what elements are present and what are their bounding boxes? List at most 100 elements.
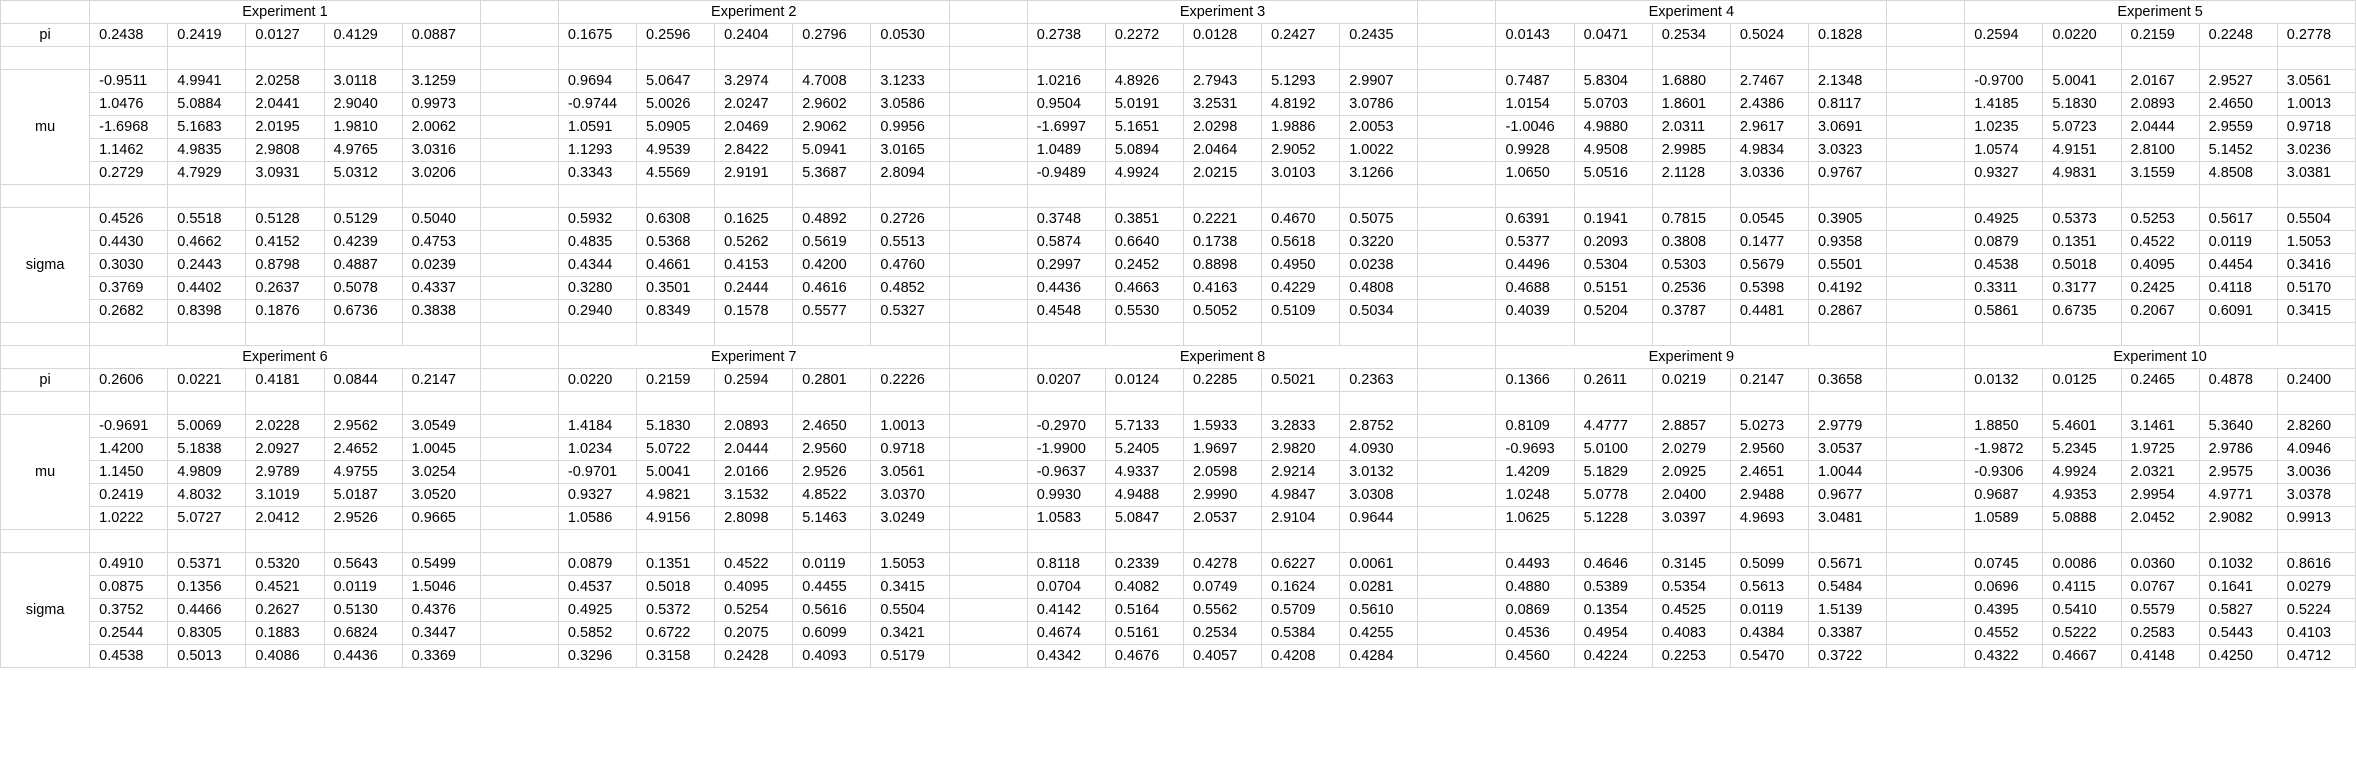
mu-value[interactable]: 2.8752 (1339, 414, 1419, 438)
mu-value[interactable]: 0.9677 (1807, 483, 1888, 507)
empty-cell[interactable] (0, 0, 91, 24)
mu-value[interactable]: 5.0727 (167, 506, 247, 530)
sigma-value[interactable]: 0.5827 (2198, 598, 2278, 622)
mu-value[interactable]: 3.1532 (714, 483, 794, 507)
mu-value[interactable]: 3.1559 (2120, 161, 2200, 185)
mu-value[interactable]: 5.0941 (792, 138, 872, 162)
mu-value[interactable]: 0.9327 (1964, 161, 2044, 185)
empty-cell[interactable] (2120, 529, 2200, 553)
empty-cell[interactable] (557, 184, 638, 208)
row-label-sigma[interactable]: sigma (0, 207, 91, 323)
empty-cell[interactable] (792, 391, 872, 415)
sigma-value[interactable]: 0.3311 (1964, 276, 2044, 300)
sigma-value[interactable]: 0.2583 (2120, 621, 2200, 645)
pi-value[interactable]: 0.4878 (2198, 368, 2278, 392)
sigma-value[interactable]: 0.0239 (401, 253, 481, 277)
sigma-value[interactable]: 0.4538 (1964, 253, 2044, 277)
empty-cell[interactable] (245, 46, 325, 70)
gap-cell[interactable] (1417, 230, 1497, 254)
row-label-sigma[interactable]: sigma (0, 552, 91, 668)
sigma-value[interactable]: 0.3296 (557, 644, 638, 668)
sigma-value[interactable]: 0.0281 (1339, 575, 1419, 599)
mu-value[interactable]: 2.9082 (2198, 506, 2278, 530)
gap-cell[interactable] (1417, 299, 1497, 323)
mu-value[interactable]: 1.0234 (557, 437, 638, 461)
gap-cell[interactable] (1886, 644, 1966, 668)
mu-value[interactable]: 2.9954 (2120, 483, 2200, 507)
pi-value[interactable]: 0.2248 (2198, 23, 2278, 47)
mu-value[interactable]: 3.0036 (2276, 460, 2356, 484)
mu-value[interactable]: 2.9560 (792, 437, 872, 461)
empty-cell[interactable] (948, 184, 1028, 208)
sigma-value[interactable]: 0.3369 (401, 644, 481, 668)
empty-cell[interactable] (167, 391, 247, 415)
mu-value[interactable]: 2.0166 (714, 460, 794, 484)
empty-cell[interactable] (714, 529, 794, 553)
sigma-value[interactable]: 0.5128 (245, 207, 325, 231)
sigma-value[interactable]: 0.5610 (1339, 598, 1419, 622)
mu-value[interactable]: 3.2531 (1182, 92, 1263, 116)
empty-cell[interactable] (1964, 184, 2044, 208)
empty-cell[interactable] (2276, 391, 2356, 415)
pi-value[interactable]: 0.2147 (401, 368, 481, 392)
sigma-value[interactable]: 0.4342 (1026, 644, 1106, 668)
gap-cell[interactable] (479, 552, 559, 576)
empty-cell[interactable] (323, 46, 403, 70)
mu-value[interactable]: 5.3640 (2198, 414, 2278, 438)
mu-value[interactable]: 3.0549 (401, 414, 481, 438)
mu-value[interactable]: 4.7008 (792, 69, 872, 93)
sigma-value[interactable]: 0.6735 (2042, 299, 2122, 323)
sigma-value[interactable]: 0.4093 (792, 644, 872, 668)
mu-value[interactable]: 3.0561 (870, 460, 950, 484)
empty-cell[interactable] (1026, 46, 1106, 70)
empty-cell[interactable] (557, 529, 638, 553)
empty-cell[interactable] (167, 322, 247, 346)
empty-cell[interactable] (1261, 529, 1341, 553)
pi-value[interactable]: 0.0844 (323, 368, 403, 392)
mu-value[interactable]: 2.9575 (2198, 460, 2278, 484)
empty-cell[interactable] (1339, 184, 1419, 208)
empty-cell[interactable] (948, 322, 1028, 346)
empty-cell[interactable] (636, 391, 716, 415)
empty-cell[interactable] (89, 322, 169, 346)
mu-value[interactable]: 2.9062 (792, 115, 872, 139)
sigma-value[interactable]: 0.5224 (2276, 598, 2356, 622)
mu-value[interactable]: 2.0598 (1182, 460, 1263, 484)
sigma-value[interactable]: 0.4661 (636, 253, 716, 277)
mu-value[interactable]: 4.8926 (1104, 69, 1184, 93)
gap-cell[interactable] (479, 575, 559, 599)
pi-value[interactable]: 0.1675 (557, 23, 638, 47)
sigma-value[interactable]: 0.4887 (323, 253, 403, 277)
sigma-value[interactable]: 0.7815 (1651, 207, 1731, 231)
mu-value[interactable]: -0.9701 (557, 460, 638, 484)
sigma-value[interactable]: 0.2627 (245, 598, 325, 622)
sigma-value[interactable]: 0.3416 (2276, 253, 2356, 277)
sigma-value[interactable]: 0.5170 (2276, 276, 2356, 300)
mu-value[interactable]: 2.8857 (1651, 414, 1731, 438)
gap-cell[interactable] (1417, 437, 1497, 461)
mu-value[interactable]: 3.0561 (2276, 69, 2356, 93)
mu-value[interactable]: -1.6968 (89, 115, 169, 139)
empty-cell[interactable] (1886, 184, 1966, 208)
empty-cell[interactable] (2276, 46, 2356, 70)
empty-cell[interactable] (1104, 391, 1184, 415)
mu-value[interactable]: 2.9488 (1729, 483, 1809, 507)
sigma-value[interactable]: 0.2997 (1026, 253, 1106, 277)
empty-cell[interactable] (2042, 322, 2122, 346)
mu-value[interactable]: -0.9511 (89, 69, 169, 93)
mu-value[interactable]: 3.0132 (1339, 460, 1419, 484)
pi-value[interactable]: 0.2427 (1261, 23, 1341, 47)
mu-value[interactable]: 1.0489 (1026, 138, 1106, 162)
sigma-value[interactable]: 0.1641 (2198, 575, 2278, 599)
sigma-value[interactable]: 0.5222 (2042, 621, 2122, 645)
sigma-value[interactable]: 0.2339 (1104, 552, 1184, 576)
sigma-value[interactable]: 0.4521 (245, 575, 325, 599)
mu-value[interactable]: 5.0722 (636, 437, 716, 461)
sigma-value[interactable]: 0.5372 (636, 598, 716, 622)
sigma-value[interactable]: 0.5501 (1807, 253, 1888, 277)
gap-cell[interactable] (948, 276, 1028, 300)
pi-value[interactable]: 0.2226 (870, 368, 950, 392)
sigma-value[interactable]: 0.5179 (870, 644, 950, 668)
sigma-value[interactable]: 0.4229 (1261, 276, 1341, 300)
empty-cell[interactable] (1964, 322, 2044, 346)
